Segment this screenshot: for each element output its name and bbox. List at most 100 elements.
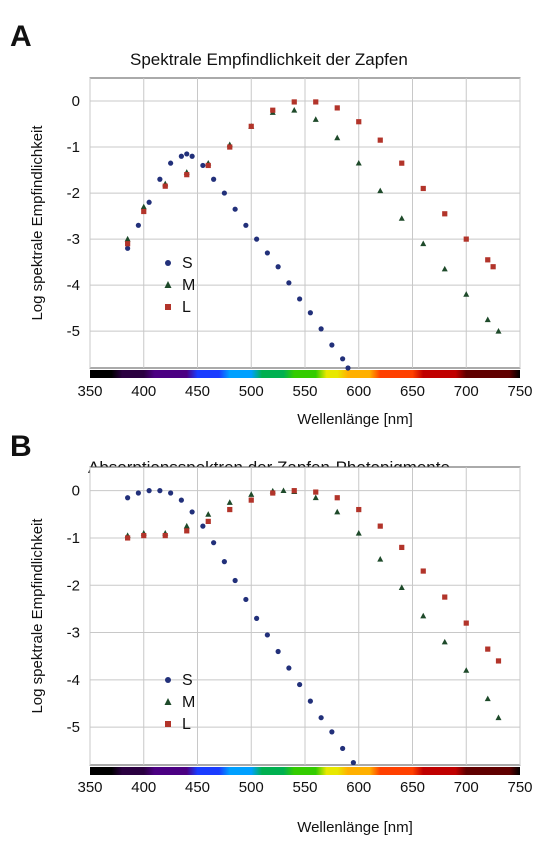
data-point-s	[318, 326, 324, 332]
spectrum-bar	[90, 767, 520, 775]
data-point-s	[318, 715, 324, 721]
series-m	[124, 487, 502, 721]
data-point-l	[485, 257, 491, 263]
data-point-s	[200, 162, 206, 169]
data-point-m	[312, 494, 319, 501]
data-point-l	[291, 488, 297, 494]
data-point-s	[135, 490, 141, 496]
data-point-s	[286, 665, 292, 671]
y-tick-label: -2	[67, 577, 80, 594]
data-point-s	[146, 488, 152, 494]
panel-a-label: A	[10, 20, 32, 53]
data-point-l	[162, 183, 168, 189]
panel-b-label: B	[10, 430, 32, 463]
data-point-s	[340, 745, 346, 752]
data-point-m	[463, 667, 470, 673]
data-point-l	[420, 568, 426, 574]
chart-b: 350 400 450 500 550 600 650 700 750 0 -1 -2 -3 -4 -5 We…	[29, 466, 533, 836]
data-point-s	[232, 206, 238, 212]
data-point-m	[140, 203, 147, 210]
data-point-l	[248, 497, 254, 503]
data-point-m	[463, 291, 470, 297]
data-point-m	[398, 215, 405, 221]
x-tick-label: 550	[292, 779, 317, 796]
data-point-m	[312, 116, 319, 122]
x-tick-label: 350	[77, 779, 102, 796]
data-point-m	[495, 714, 502, 721]
data-point-m	[183, 522, 190, 529]
data-point-l	[420, 185, 426, 192]
data-point-l	[125, 535, 131, 541]
data-point-s	[221, 559, 227, 565]
data-point-l	[141, 532, 147, 539]
y-tick-label: -4	[67, 672, 80, 689]
data-point-l	[495, 658, 502, 664]
data-point-s	[254, 615, 260, 621]
data-point-m	[420, 240, 427, 247]
data-point-l	[485, 646, 491, 652]
data-point-s	[286, 280, 292, 286]
data-point-s	[125, 245, 131, 251]
x-tick-label: 650	[400, 383, 425, 400]
y-tick-label: -2	[67, 185, 80, 202]
data-point-m	[398, 584, 405, 591]
x-tick-label: 750	[507, 383, 532, 400]
data-point-m	[334, 508, 341, 515]
data-point-l	[125, 241, 131, 247]
spectrum-bar	[90, 370, 520, 378]
data-point-s	[189, 153, 195, 159]
x-axis-label: Wellenlänge [nm]	[297, 411, 413, 428]
data-point-m	[355, 159, 362, 166]
data-point-m	[248, 491, 255, 497]
legend-marker-l	[165, 304, 171, 310]
data-point-l	[463, 236, 469, 242]
data-point-m	[484, 316, 491, 323]
x-tick-label: 500	[239, 383, 264, 400]
data-point-s	[157, 176, 163, 182]
x-tick-label: 750	[507, 779, 532, 796]
data-point-s	[211, 176, 217, 182]
legend-label-l: L	[182, 299, 191, 316]
data-point-m	[377, 187, 384, 194]
y-tick-label: -3	[67, 625, 80, 642]
data-point-l	[377, 523, 383, 529]
data-point-m	[377, 556, 384, 562]
x-tick-label: 550	[292, 383, 317, 400]
data-point-s	[168, 490, 174, 496]
data-point-l	[227, 144, 233, 150]
data-point-s	[329, 342, 335, 348]
data-point-s	[146, 199, 152, 205]
y-tick-label: -5	[67, 719, 80, 736]
data-point-s	[221, 190, 227, 196]
data-point-m	[420, 612, 427, 619]
data-point-m	[355, 530, 362, 536]
data-point-m	[291, 107, 298, 113]
data-point-s	[350, 760, 356, 766]
data-point-l	[356, 506, 362, 513]
data-point-l	[184, 172, 190, 178]
legend-label-s: S	[182, 255, 193, 272]
data-point-s	[157, 488, 163, 494]
data-point-s	[178, 153, 184, 159]
data-point-m	[441, 265, 448, 272]
legend-label-l: L	[182, 716, 191, 733]
x-tick-label: 700	[454, 779, 479, 796]
x-axis-label: Wellenlänge [nm]	[297, 819, 413, 836]
data-point-l	[270, 490, 276, 496]
data-point-m	[280, 487, 287, 494]
legend-label-s: S	[182, 672, 193, 689]
x-tick-label: 600	[346, 383, 371, 400]
data-point-l	[162, 532, 168, 539]
data-point-s	[189, 509, 195, 515]
data-point-l	[270, 107, 276, 113]
legend-marker-l	[165, 721, 171, 727]
chart-a: 350 400 450 500 550 600 650 700 750 0 -1 -2 -3 -4 -5 We…	[29, 77, 533, 428]
legend-marker-s	[165, 677, 171, 683]
data-point-s	[264, 632, 270, 638]
data-point-l	[227, 506, 233, 513]
y-axis-label: Log spektrale Empfindlichkeit	[29, 518, 46, 714]
x-tick-label: 350	[77, 383, 102, 400]
chart-a-title: Spektrale Empfindlichkeit der Zapfen	[130, 50, 408, 69]
data-point-l	[291, 99, 297, 105]
y-tick-label: -4	[67, 277, 80, 294]
